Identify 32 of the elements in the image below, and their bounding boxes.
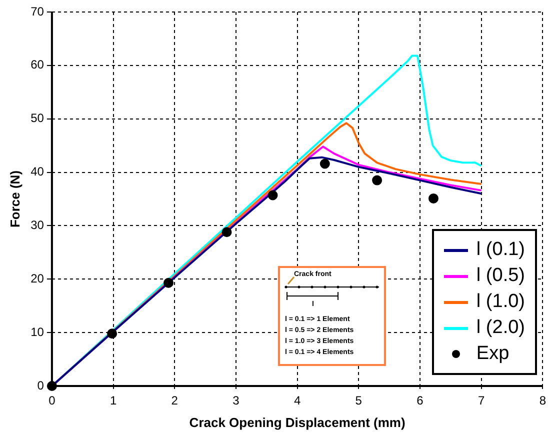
y-tick-label: 30: [30, 218, 44, 232]
x-tick-label: 1: [110, 394, 117, 408]
legend-label: l (0.1): [476, 239, 525, 261]
legend-label: l (1.0): [476, 291, 525, 313]
point: [372, 175, 382, 186]
point: [320, 158, 330, 169]
x-axis-title: Crack Opening Displacement (mm): [189, 414, 406, 430]
x-tick-label: 5: [355, 394, 362, 408]
x-tick-label: 4: [294, 394, 301, 408]
point: [107, 328, 118, 339]
point: [163, 278, 174, 288]
x-tick-label: 8: [539, 394, 546, 408]
point: [46, 381, 57, 391]
y-tick-label: 10: [30, 324, 44, 339]
y-tick-label: 40: [30, 164, 44, 179]
x-tick-label: 7: [478, 394, 485, 408]
y-axis-title: Force (N): [7, 170, 22, 228]
legend-label: l (2.0): [476, 317, 525, 339]
x-tick-label: 6: [416, 394, 424, 408]
y-tick-label: 0: [37, 378, 44, 392]
legend-label: l (0.5): [476, 265, 525, 287]
x-tick-label: 2: [171, 394, 178, 408]
legend-label: Exp: [476, 343, 510, 365]
point: [222, 227, 232, 238]
point: [268, 190, 278, 200]
y-tick-label: 70: [30, 4, 44, 18]
y-tick-label: 50: [30, 111, 44, 126]
x-tick-label: 3: [232, 394, 240, 408]
point: [428, 193, 438, 204]
y-tick-label: 60: [30, 58, 44, 72]
x-tick-label: 0: [48, 394, 56, 408]
y-tick-label: 20: [30, 271, 44, 286]
